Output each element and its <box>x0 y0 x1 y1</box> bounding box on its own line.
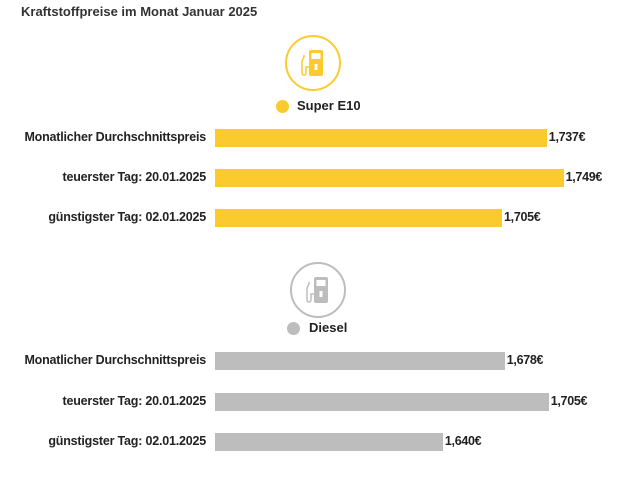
value-label: 1,705€ <box>550 394 588 408</box>
value-label: 1,705€ <box>504 210 541 224</box>
category-label: teuerster Tag: 20.01.2025 <box>62 394 207 408</box>
value-label: 1,749€ <box>565 170 603 184</box>
bar-diesel <box>215 393 549 411</box>
value-label: 1,640€ <box>444 434 482 448</box>
bar-diesel <box>215 433 443 451</box>
value-label: 1,678€ <box>506 353 544 367</box>
fuel-pump-icon <box>290 262 346 318</box>
category-label: Monatlicher Durchschnittspreis <box>24 130 206 144</box>
value-label: 1,737€ <box>548 130 586 144</box>
legend-swatch-diesel <box>287 322 300 335</box>
chart-title: Kraftstoffpreise im Monat Januar 2025 <box>21 4 258 19</box>
category-label: günstigster Tag: 02.01.2025 <box>48 210 206 224</box>
bar-super-e10 <box>215 169 564 187</box>
bar-diesel <box>215 352 505 370</box>
bar-super-e10 <box>215 129 547 147</box>
legend-label-diesel: Diesel <box>309 320 348 335</box>
category-label: teuerster Tag: 20.01.2025 <box>62 170 207 184</box>
bar-super-e10 <box>215 209 502 227</box>
fuel-pump-icon <box>285 35 341 91</box>
legend-label-super-e10: Super E10 <box>297 98 361 113</box>
category-label: Monatlicher Durchschnittspreis <box>24 353 206 367</box>
category-label: günstigster Tag: 02.01.2025 <box>48 434 206 448</box>
legend-swatch-super-e10 <box>276 100 289 113</box>
